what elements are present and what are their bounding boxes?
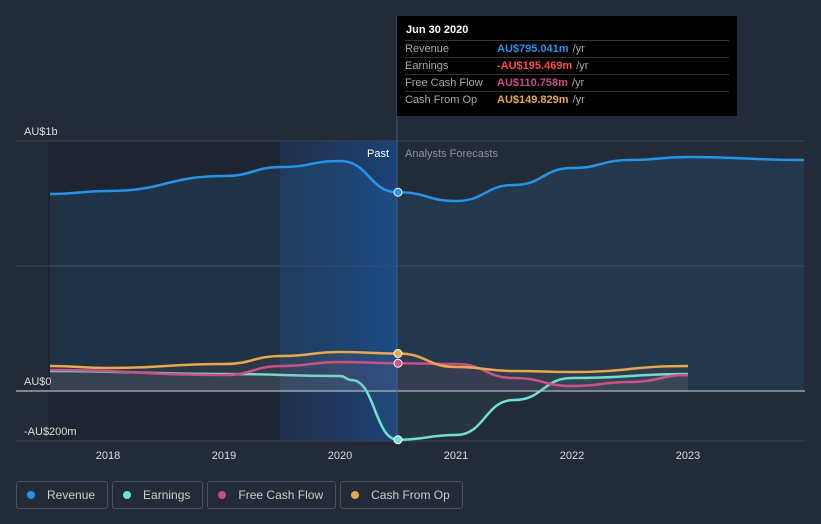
legend-dot-icon (218, 491, 227, 499)
legend-label: Revenue (47, 488, 96, 502)
legend-item-free-cash-flow[interactable]: Free Cash Flow (207, 481, 337, 509)
data-point[interactable] (393, 349, 403, 358)
series-area-earnings (50, 371, 688, 440)
tooltip-unit: /yr (572, 43, 585, 55)
tooltip-label: Free Cash Flow (405, 77, 483, 89)
tooltip-value: AU$149.829m (497, 94, 569, 106)
y-tick-label: -AU$200m (24, 426, 77, 438)
tooltip-label: Cash From Op (405, 94, 478, 106)
tooltip-label: Revenue (405, 43, 450, 55)
y-tick-label: AU$1b (24, 126, 58, 138)
legend-item-revenue[interactable]: Revenue (16, 481, 109, 509)
x-tick-label: 2023 (676, 450, 700, 462)
legend-label: Cash From Op (371, 488, 450, 502)
series-line-revenue (49, 155, 805, 203)
series-line-cash-from-op (49, 350, 689, 374)
forecast-label: Analysts Forecasts (405, 148, 498, 160)
tooltip-row: Revenue AU$795.041m/yr (405, 40, 729, 57)
tooltip-row: Earnings -AU$195.469m/yr (405, 57, 729, 74)
x-tick-label: 2018 (96, 450, 120, 462)
x-tick-label: 2021 (444, 450, 468, 462)
series-area-cash-from-op (50, 352, 688, 391)
x-tick-label: 2019 (212, 450, 236, 462)
tooltip-date: Jun 30 2020 (406, 24, 469, 36)
tooltip-value: -AU$195.469m (497, 60, 573, 72)
tooltip-unit: /yr (571, 77, 585, 89)
past-label: Past (367, 148, 389, 160)
data-point[interactable] (393, 435, 403, 445)
tooltip-value: AU$110.758m (497, 77, 568, 89)
x-tick-label: 2022 (560, 450, 584, 462)
tooltip-value: AU$795.041m (497, 43, 569, 55)
tooltip-row: Free Cash Flow AU$110.758m/yr (405, 74, 729, 91)
tooltip-label: Earnings (405, 60, 449, 72)
series-line-free-cash-flow (49, 360, 689, 388)
legend: Revenue Earnings Free Cash Flow Cash From O… (16, 481, 463, 509)
data-point[interactable] (393, 358, 403, 368)
tooltip-unit: /yr (572, 94, 585, 106)
chart: AU$1b AU$0 -AU$200m 2018 2019 2020 2021 2022 202… (16, 16, 805, 462)
legend-label: Free Cash Flow (238, 488, 324, 502)
x-tick-label: 2020 (328, 450, 352, 462)
legend-dot-icon (123, 491, 132, 499)
legend-item-cash-from-op[interactable]: Cash From Op (340, 481, 463, 509)
series-area-revenue (50, 157, 804, 391)
legend-item-earnings[interactable]: Earnings (112, 481, 204, 509)
legend-dot-icon (27, 491, 35, 499)
tooltip: Jun 30 2020 Revenue AU$795.041m/yr Earning… (397, 16, 737, 116)
tooltip-row: Cash From Op AU$149.829m/yr (405, 91, 729, 108)
series-area-free-cash-flow (50, 362, 688, 391)
y-tick-label: AU$0 (24, 376, 52, 388)
data-point[interactable] (393, 187, 403, 197)
legend-dot-icon (351, 491, 360, 499)
legend-label: Earnings (143, 488, 191, 502)
tooltip-unit: /yr (576, 60, 589, 72)
